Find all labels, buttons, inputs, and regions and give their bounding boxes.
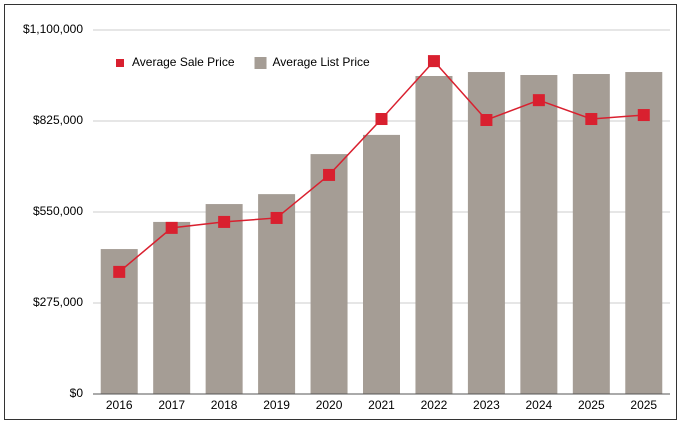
bar <box>258 194 296 394</box>
bar <box>363 134 400 394</box>
x-tick-label: 2020 <box>316 398 343 412</box>
x-tick-label: 2016 <box>106 398 133 412</box>
x-tick-label: 2023 <box>473 398 500 412</box>
x-tick-label: 2025 <box>578 398 605 412</box>
y-tick-label: $825,000 <box>33 113 83 127</box>
bar <box>205 204 243 394</box>
legend-label: Average Sale Price <box>132 55 235 69</box>
bar <box>625 72 663 394</box>
x-tick-label: 2018 <box>211 398 238 412</box>
marker <box>375 113 388 126</box>
bar <box>310 154 348 394</box>
legend-swatch <box>254 57 267 69</box>
x-tick-label: 2021 <box>368 398 395 412</box>
legend-swatch <box>116 59 124 67</box>
x-tick-label: 2024 <box>526 398 553 412</box>
x-tick-label: 2025 <box>630 398 657 412</box>
y-tick-label: $550,000 <box>33 204 83 218</box>
marker <box>323 168 336 181</box>
marker <box>113 265 126 278</box>
legend-label: Average List Price <box>273 55 370 69</box>
y-tick-label: $0 <box>70 386 84 400</box>
marker <box>218 215 231 228</box>
marker <box>427 55 440 68</box>
bar <box>415 75 453 394</box>
marker <box>270 211 283 224</box>
marker <box>532 94 545 107</box>
marker <box>585 113 598 126</box>
bar <box>153 221 191 394</box>
marker <box>637 109 650 122</box>
x-tick-label: 2017 <box>158 398 185 412</box>
marker <box>165 221 178 234</box>
x-tick-label: 2019 <box>263 398 290 412</box>
bar <box>572 74 610 394</box>
marker <box>480 114 493 127</box>
bar <box>520 75 558 395</box>
x-tick-label: 2022 <box>421 398 448 412</box>
y-tick-label: $1,100,000 <box>23 22 83 36</box>
y-tick-label: $275,000 <box>33 295 83 309</box>
